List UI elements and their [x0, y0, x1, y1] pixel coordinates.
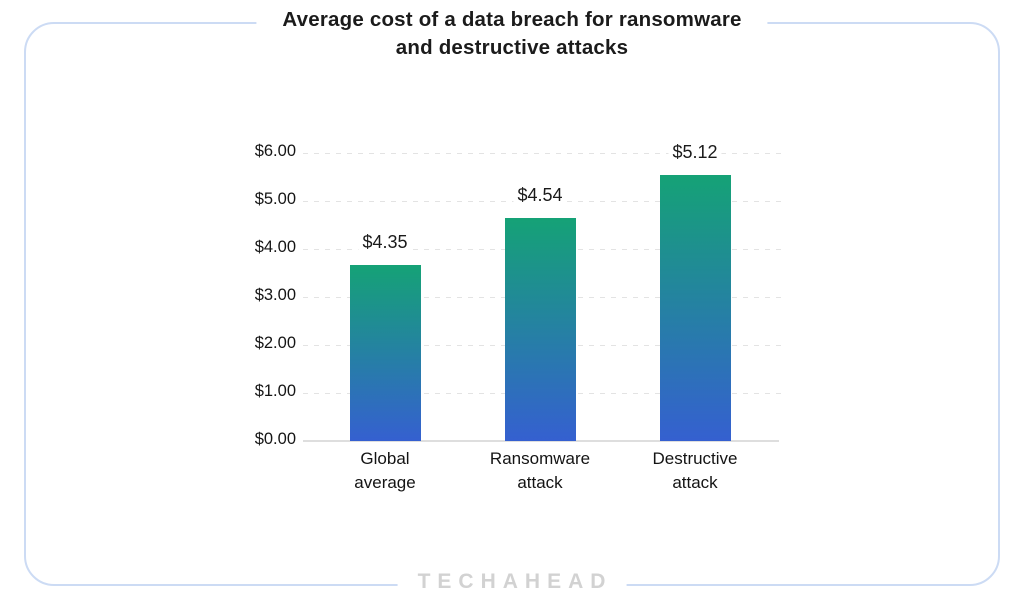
- category-label-destructive-attack: Destructive attack: [652, 447, 737, 495]
- bar-ransomware-attack: [504, 218, 576, 441]
- category-label-line: Global: [360, 449, 410, 468]
- category-label-line: Destructive: [652, 449, 738, 468]
- category-label-line: Ransomware: [489, 449, 591, 468]
- y-axis-tick-label: $5.00: [254, 190, 296, 208]
- bar-chart-plot-area: $4.35 $4.54 $5.12: [303, 142, 783, 442]
- gridline-6.00: [303, 153, 783, 154]
- category-label-line: attack: [672, 473, 718, 492]
- y-axis-tick-label: $3.00: [254, 286, 296, 304]
- bar-global-average: [349, 265, 421, 441]
- chart-title-line2: and destructive attacks: [395, 35, 629, 59]
- category-label-line: average: [354, 473, 416, 492]
- y-axis-tick-label: $4.00: [254, 238, 296, 256]
- bar-value-label-destructive-attack: $5.12: [668, 142, 722, 163]
- category-label-ransomware-attack: Ransomware attack: [490, 447, 590, 495]
- y-axis-tick-label: $2.00: [254, 334, 296, 352]
- bar-value-label-ransomware-attack: $4.54: [513, 185, 567, 206]
- category-label-line: attack: [517, 473, 563, 492]
- y-axis-tick-label: $6.00: [254, 142, 296, 160]
- bar-value-label-global-average: $4.35: [358, 232, 412, 253]
- chart-title: Average cost of a data breach for ransom…: [256, 6, 768, 61]
- techahead-logo: TECHAHEAD: [397, 570, 627, 594]
- chart-title-line1: Average cost of a data breach for ransom…: [282, 8, 742, 31]
- y-axis-tick-label: $1.00: [254, 382, 296, 400]
- x-axis-line: [303, 440, 779, 442]
- category-label-global-average: Global average: [354, 447, 415, 495]
- bar-destructive-attack: [659, 175, 731, 441]
- y-axis-tick-label: $0.00: [254, 430, 296, 448]
